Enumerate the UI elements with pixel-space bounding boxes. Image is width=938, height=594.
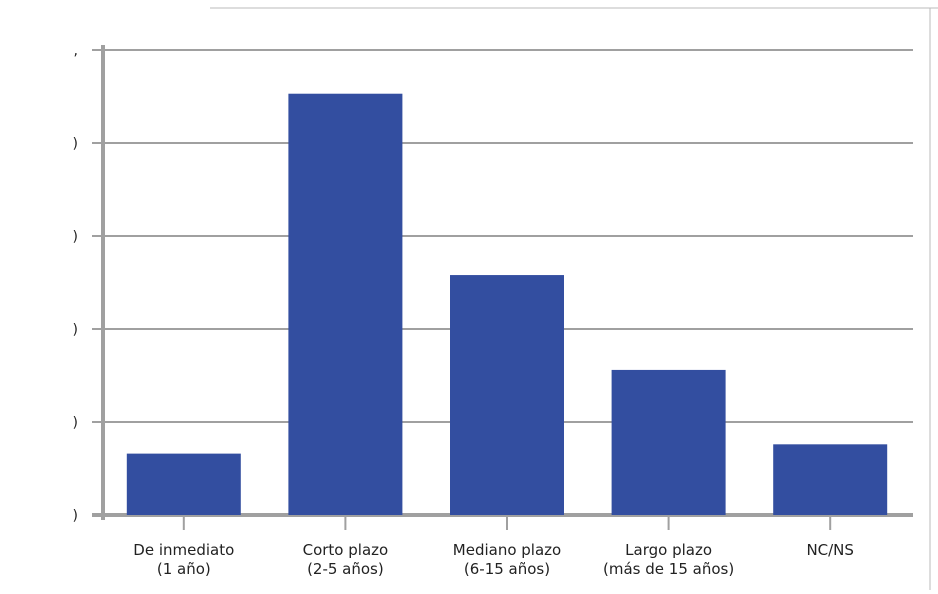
y-tick-label: , <box>74 43 78 59</box>
x-tick-label: (más de 15 años) <box>603 560 734 578</box>
y-tick-label: ) <box>73 136 78 152</box>
bar <box>773 444 888 515</box>
x-tick-label: Mediano plazo <box>453 541 561 559</box>
x-tick-label: De inmediato <box>133 541 234 559</box>
bar <box>288 93 403 516</box>
x-tick-label: (2-5 años) <box>307 560 384 578</box>
x-tick-label: Corto plazo <box>303 541 389 559</box>
x-tick-label: Largo plazo <box>625 541 712 559</box>
y-tick-label: ) <box>73 508 78 524</box>
y-tick-label: ) <box>73 322 78 338</box>
x-tick-label: (1 año) <box>157 560 211 578</box>
bar <box>611 369 726 515</box>
bar <box>126 453 241 515</box>
x-tick-label: NC/NS <box>806 541 854 559</box>
bar <box>450 275 564 515</box>
y-tick-label: ) <box>73 415 78 431</box>
y-tick-label: ) <box>73 229 78 245</box>
x-tick-label: (6-15 años) <box>464 560 550 578</box>
